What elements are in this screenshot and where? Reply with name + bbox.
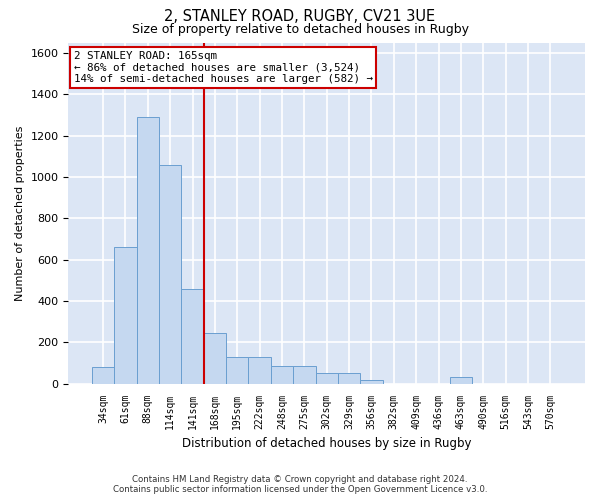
Bar [159,164,181,384]
Bar [271,366,293,384]
Bar [114,247,137,384]
Bar [181,288,204,384]
Bar [248,357,271,384]
Y-axis label: Number of detached properties: Number of detached properties [15,126,25,301]
Text: Size of property relative to detached houses in Rugby: Size of property relative to detached ho… [131,22,469,36]
Bar [226,357,248,384]
Bar [360,380,383,384]
Bar [338,374,360,384]
Bar [92,367,114,384]
Text: 2 STANLEY ROAD: 165sqm
← 86% of detached houses are smaller (3,524)
14% of semi-: 2 STANLEY ROAD: 165sqm ← 86% of detached… [74,51,373,84]
Text: 2, STANLEY ROAD, RUGBY, CV21 3UE: 2, STANLEY ROAD, RUGBY, CV21 3UE [164,9,436,24]
Bar [204,333,226,384]
Bar [450,378,472,384]
Text: Contains HM Land Registry data © Crown copyright and database right 2024.
Contai: Contains HM Land Registry data © Crown c… [113,474,487,494]
Bar [316,374,338,384]
Bar [137,117,159,384]
X-axis label: Distribution of detached houses by size in Rugby: Distribution of detached houses by size … [182,437,472,450]
Bar [293,366,316,384]
